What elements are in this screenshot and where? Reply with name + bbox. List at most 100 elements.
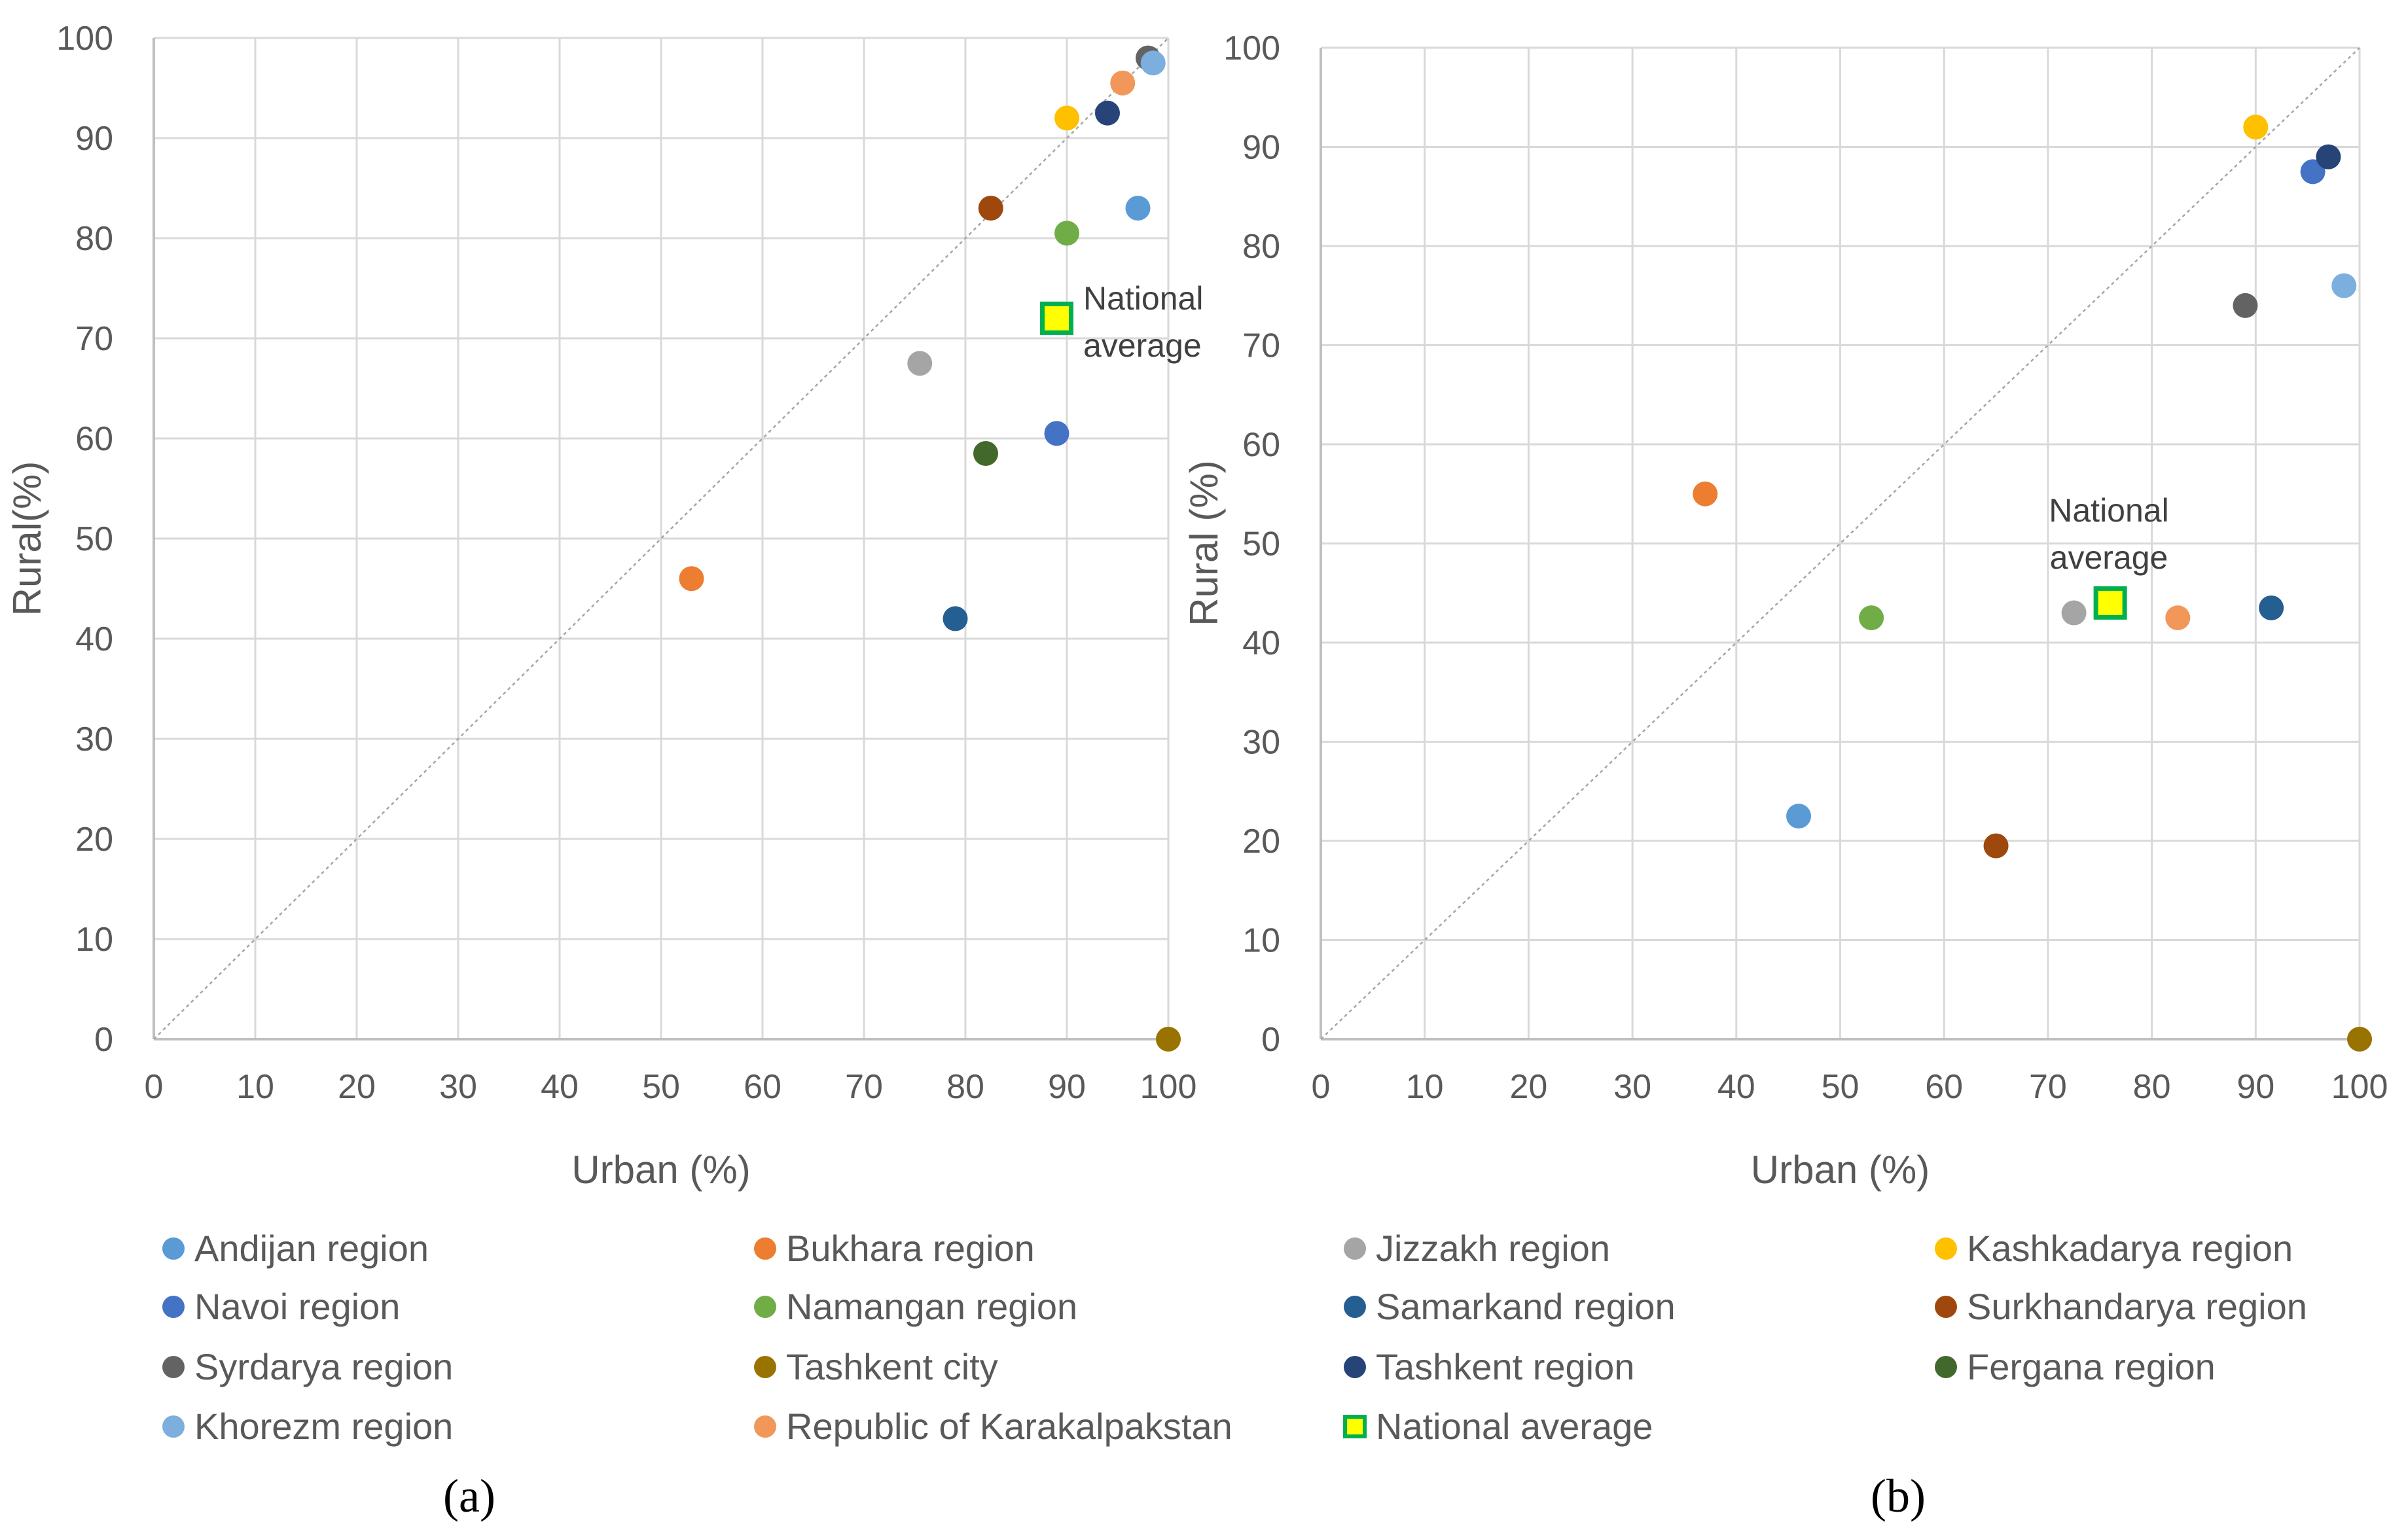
x-tick-label: 100	[1140, 1068, 1197, 1106]
point-khorezm-region	[1140, 50, 1166, 76]
x-tick-label: 70	[845, 1068, 883, 1106]
point-tashkent-city	[1156, 1027, 1181, 1052]
y-tick-label: 80	[1242, 228, 1280, 266]
y-tick-label: 0	[94, 1021, 113, 1059]
legend-label: Namangan region	[786, 1286, 1077, 1327]
point-syrdarya-region	[2233, 293, 2258, 318]
legend-marker	[1344, 1356, 1366, 1378]
y-tick-label: 40	[75, 620, 113, 658]
legend-marker	[1935, 1356, 1957, 1378]
x-tick-label: 20	[1509, 1068, 1547, 1106]
legend-marker	[162, 1415, 185, 1438]
legend-marker	[1343, 1415, 1367, 1438]
legend-label: Jizzakh region	[1376, 1228, 1610, 1269]
annotation-national-average: average	[2050, 539, 2168, 576]
legend-item-tashkent-region: Tashkent region	[1344, 1346, 1634, 1387]
legend-label: National average	[1376, 1406, 1653, 1447]
legend-label: Bukhara region	[786, 1228, 1035, 1269]
point-national-average	[1040, 301, 1073, 335]
y-tick-label: 80	[75, 220, 113, 258]
legend-marker	[162, 1296, 185, 1318]
x-tick-label: 90	[2237, 1068, 2274, 1106]
x-tick-label: 30	[439, 1068, 477, 1106]
y-axis-title: Rural (%)	[1182, 460, 1226, 626]
legend-marker	[1344, 1237, 1366, 1260]
point-surkhandarya-region	[978, 196, 1003, 221]
legend-label: Andijan region	[194, 1228, 429, 1269]
legend-item-andijan-region: Andijan region	[162, 1228, 429, 1269]
y-tick-label: 50	[1242, 525, 1280, 563]
legend-marker	[754, 1237, 776, 1260]
legend-marker	[754, 1415, 776, 1438]
point-tashkent-region	[1095, 100, 1120, 126]
y-tick-label: 70	[75, 320, 113, 358]
point-surkhandarya-region	[1983, 833, 2009, 859]
x-tick-label: 10	[1406, 1068, 1444, 1106]
legend-item-tashkent-city: Tashkent city	[754, 1346, 998, 1387]
legend-label: Tashkent region	[1376, 1346, 1634, 1387]
x-tick-label: 100	[2331, 1068, 2388, 1106]
x-tick-label: 50	[1822, 1068, 1860, 1106]
legend-marker	[1935, 1237, 1957, 1260]
x-tick-label: 60	[744, 1068, 782, 1106]
y-tick-label: 90	[1242, 129, 1280, 167]
y-tick-label: 10	[1242, 922, 1280, 960]
annotation-national-average: National	[1083, 280, 1203, 317]
y-tick-label: 50	[75, 520, 113, 558]
annotation-national-average: National	[2049, 492, 2168, 529]
y-tick-label: 60	[75, 420, 113, 458]
legend-marker	[162, 1237, 185, 1260]
y-tick-label: 30	[1242, 724, 1280, 762]
point-namangan-region	[1859, 605, 1884, 631]
point-kashkadarya-region	[2243, 115, 2269, 140]
legend-item-syrdarya-region: Syrdarya region	[162, 1346, 453, 1387]
legend-label: Republic of Karakalpakstan	[786, 1406, 1232, 1447]
annotation-national-average: average	[1083, 327, 1202, 364]
y-tick-label: 100	[1223, 29, 1280, 67]
x-tick-label: 40	[541, 1068, 579, 1106]
legend-item-samarkand-region: Samarkand region	[1344, 1286, 1676, 1327]
legend: Andijan region Bukhara region Jizzakh regi…	[162, 1228, 2307, 1447]
legend-item-kashkadarya-region: Kashkadarya region	[1935, 1228, 2293, 1269]
legend-item-national-average: National average	[1343, 1406, 1653, 1447]
x-tick-label: 30	[1613, 1068, 1651, 1106]
point-tashkent-region	[2316, 144, 2341, 169]
x-tick-label: 0	[1312, 1068, 1331, 1106]
x-tick-label: 0	[145, 1068, 164, 1106]
legend-marker	[1344, 1296, 1366, 1318]
legend-label: Fergana region	[1967, 1346, 2216, 1387]
panel-label-b: (b)	[1871, 1470, 1926, 1522]
point-republic-of-karakalpakstan	[1110, 70, 1136, 96]
legend-label: Khorezm region	[194, 1406, 453, 1447]
x-tick-label: 20	[338, 1068, 376, 1106]
point-kashkadarya-region	[1054, 105, 1079, 131]
point-namangan-region	[1054, 221, 1079, 246]
x-axis-title: Urban (%)	[1751, 1148, 1930, 1192]
legend-marker	[754, 1356, 776, 1378]
y-tick-label: 0	[1261, 1021, 1280, 1059]
chart-panel-a: 0 10 20 30 40 50 60 70 80 90 100 0 10 20 30 40 50 60 70 80 9…	[5, 20, 1203, 1522]
point-jizzakh-region	[2061, 600, 2087, 626]
point-republic-of-karakalpakstan	[2165, 605, 2191, 631]
y-tick-label: 20	[1242, 823, 1280, 861]
point-jizzakh-region	[907, 351, 933, 376]
legend-item-jizzakh-region: Jizzakh region	[1344, 1228, 1610, 1269]
point-tashkent-city	[2347, 1027, 2372, 1052]
legend-label: Tashkent city	[786, 1346, 998, 1387]
legend-item-bukhara-region: Bukhara region	[754, 1228, 1035, 1269]
point-khorezm-region	[2331, 273, 2357, 298]
y-tick-label: 70	[1242, 327, 1280, 365]
legend-marker	[754, 1296, 776, 1318]
x-tick-label: 10	[236, 1068, 274, 1106]
y-tick-label: 30	[75, 720, 113, 758]
x-tick-label: 90	[1048, 1068, 1086, 1106]
legend-marker	[1935, 1296, 1957, 1318]
point-bukhara-region	[1693, 481, 1718, 506]
y-tick-label: 40	[1242, 624, 1280, 662]
y-tick-label: 10	[75, 921, 113, 959]
legend-label: Surkhandarya region	[1967, 1286, 2307, 1327]
legend-item-namangan-region: Namangan region	[754, 1286, 1077, 1327]
legend-label: Navoi region	[194, 1286, 400, 1327]
point-bukhara-region	[679, 566, 704, 592]
